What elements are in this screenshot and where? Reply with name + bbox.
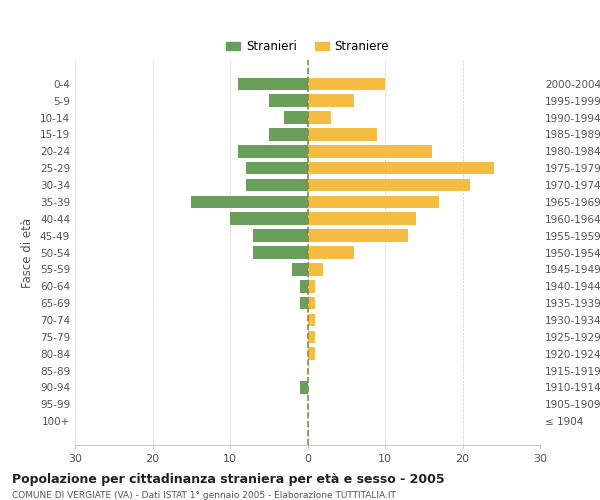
Bar bbox=[308, 145, 431, 158]
Bar bbox=[253, 230, 308, 242]
Bar bbox=[308, 196, 439, 208]
Bar bbox=[238, 145, 308, 158]
Bar bbox=[269, 128, 308, 141]
Bar bbox=[308, 178, 470, 192]
Bar bbox=[253, 246, 308, 259]
Bar bbox=[308, 348, 315, 360]
Bar bbox=[300, 381, 308, 394]
Bar bbox=[300, 297, 308, 310]
Bar bbox=[292, 263, 308, 276]
Bar bbox=[284, 111, 308, 124]
Bar bbox=[230, 212, 308, 225]
Bar bbox=[308, 314, 315, 326]
Bar bbox=[269, 94, 308, 107]
Bar bbox=[308, 111, 331, 124]
Bar bbox=[238, 78, 308, 90]
Bar bbox=[308, 162, 493, 174]
Bar bbox=[191, 196, 308, 208]
Bar bbox=[308, 263, 323, 276]
Bar bbox=[308, 280, 315, 292]
Bar bbox=[245, 162, 308, 174]
Bar bbox=[300, 280, 308, 292]
Y-axis label: Fasce di età: Fasce di età bbox=[22, 218, 34, 288]
Bar bbox=[308, 94, 354, 107]
Bar bbox=[308, 297, 315, 310]
Bar bbox=[308, 330, 315, 343]
Bar bbox=[308, 128, 377, 141]
Bar bbox=[308, 246, 354, 259]
Bar bbox=[308, 212, 416, 225]
Bar bbox=[308, 78, 385, 90]
Text: COMUNE DI VERGIATE (VA) - Dati ISTAT 1° gennaio 2005 - Elaborazione TUTTITALIA.I: COMUNE DI VERGIATE (VA) - Dati ISTAT 1° … bbox=[12, 491, 396, 500]
Legend: Stranieri, Straniere: Stranieri, Straniere bbox=[221, 35, 394, 58]
Bar bbox=[245, 178, 308, 192]
Text: Popolazione per cittadinanza straniera per età e sesso - 2005: Popolazione per cittadinanza straniera p… bbox=[12, 472, 445, 486]
Bar bbox=[308, 230, 408, 242]
